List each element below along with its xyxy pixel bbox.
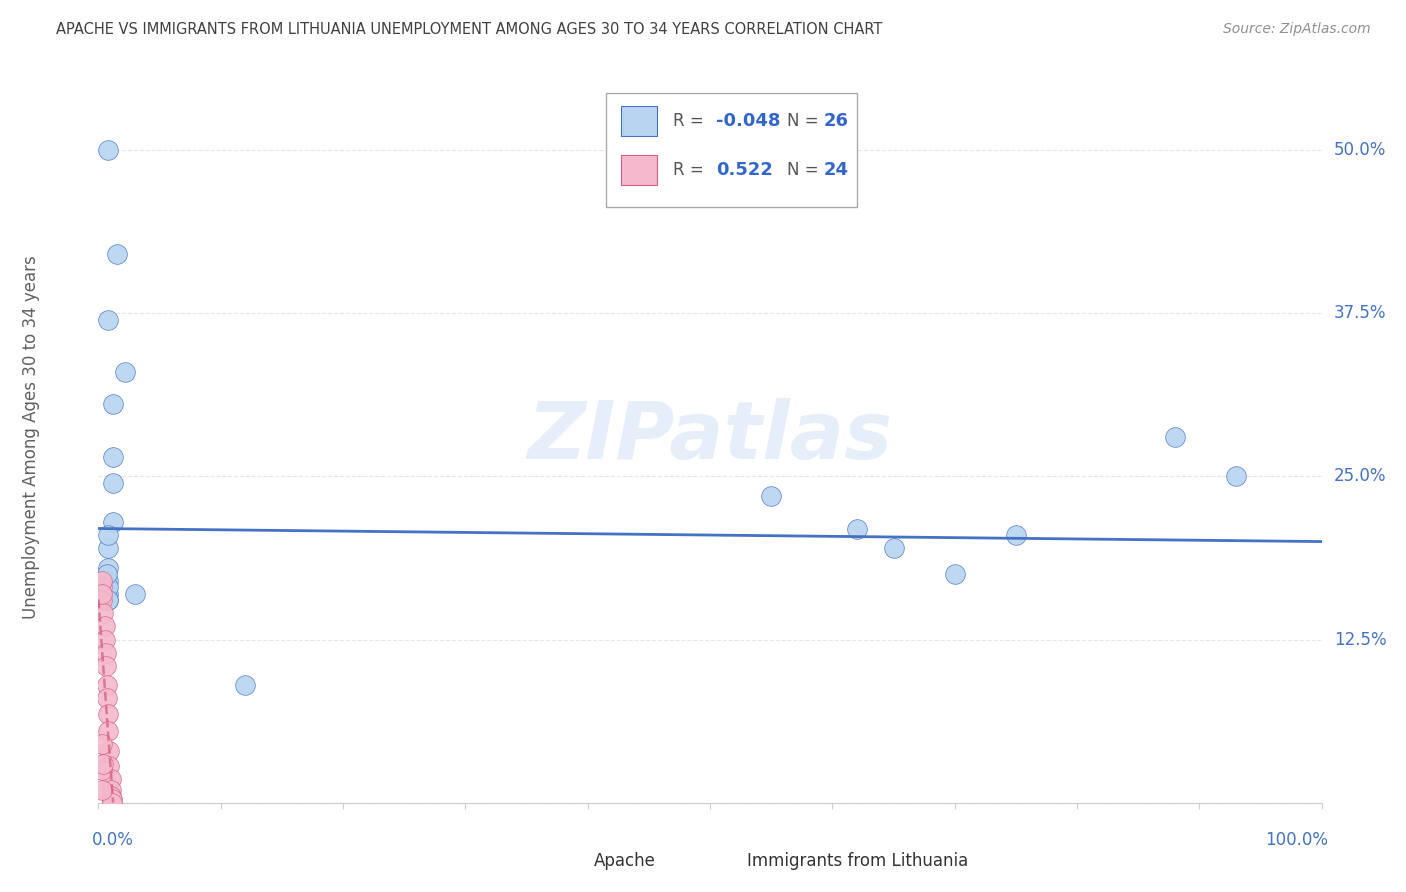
Point xyxy=(91,574,114,588)
Point xyxy=(96,567,118,582)
Point xyxy=(845,521,868,535)
Text: 0.522: 0.522 xyxy=(716,161,773,179)
Text: N =: N = xyxy=(787,112,824,130)
Text: 12.5%: 12.5% xyxy=(1334,631,1386,648)
Text: R =: R = xyxy=(673,112,710,130)
Point xyxy=(97,593,120,607)
Point xyxy=(97,706,120,721)
Point xyxy=(97,587,120,601)
Point xyxy=(91,756,114,771)
Text: ZIPatlas: ZIPatlas xyxy=(527,398,893,476)
Point xyxy=(233,678,256,692)
Text: 0.0%: 0.0% xyxy=(93,830,134,848)
Point xyxy=(97,723,120,738)
Point xyxy=(943,567,966,582)
FancyBboxPatch shape xyxy=(620,155,658,185)
Point xyxy=(101,796,124,810)
Text: Apache: Apache xyxy=(593,853,655,871)
Point xyxy=(98,743,121,757)
Point xyxy=(97,312,120,326)
Point xyxy=(91,580,114,594)
Point xyxy=(97,560,120,574)
Text: APACHE VS IMMIGRANTS FROM LITHUANIA UNEMPLOYMENT AMONG AGES 30 TO 34 YEARS CORRE: APACHE VS IMMIGRANTS FROM LITHUANIA UNEM… xyxy=(56,22,883,37)
Point xyxy=(100,772,122,787)
Text: 37.5%: 37.5% xyxy=(1334,304,1386,322)
Text: 26: 26 xyxy=(824,112,849,130)
Point xyxy=(94,658,117,673)
Point xyxy=(91,587,114,601)
FancyBboxPatch shape xyxy=(551,849,588,874)
Point xyxy=(97,541,120,555)
Text: Source: ZipAtlas.com: Source: ZipAtlas.com xyxy=(1223,22,1371,37)
Point xyxy=(114,365,136,379)
Point xyxy=(101,792,124,806)
Point xyxy=(91,763,114,777)
Point xyxy=(98,759,121,773)
FancyBboxPatch shape xyxy=(606,94,856,207)
Point xyxy=(97,574,120,588)
Point xyxy=(93,619,115,633)
Point xyxy=(100,789,122,804)
Point xyxy=(124,587,146,601)
Point xyxy=(101,515,124,529)
Point xyxy=(101,475,124,490)
Point xyxy=(97,593,120,607)
Point xyxy=(1164,430,1187,444)
Point xyxy=(94,646,117,660)
Point xyxy=(101,450,124,464)
Text: -0.048: -0.048 xyxy=(716,112,780,130)
Point xyxy=(96,678,118,692)
Text: 24: 24 xyxy=(824,161,849,179)
Point xyxy=(96,691,118,706)
Point xyxy=(100,782,122,797)
Text: Immigrants from Lithuania: Immigrants from Lithuania xyxy=(747,853,967,871)
Point xyxy=(97,143,120,157)
FancyBboxPatch shape xyxy=(620,106,658,136)
Point xyxy=(97,580,120,594)
Point xyxy=(97,528,120,542)
Point xyxy=(105,247,128,261)
Point xyxy=(1225,469,1247,483)
Text: 100.0%: 100.0% xyxy=(1265,830,1327,848)
Point xyxy=(91,737,114,751)
Text: N =: N = xyxy=(787,161,824,179)
FancyBboxPatch shape xyxy=(704,849,741,874)
Point xyxy=(1004,528,1026,542)
Point xyxy=(101,397,124,411)
Text: 50.0%: 50.0% xyxy=(1334,141,1386,159)
Point xyxy=(93,632,115,647)
Point xyxy=(91,607,114,621)
Text: R =: R = xyxy=(673,161,710,179)
Point xyxy=(91,782,114,797)
Text: Unemployment Among Ages 30 to 34 years: Unemployment Among Ages 30 to 34 years xyxy=(22,255,41,619)
Text: 25.0%: 25.0% xyxy=(1334,467,1386,485)
Point xyxy=(761,489,783,503)
Point xyxy=(883,541,905,555)
Point xyxy=(91,593,114,607)
